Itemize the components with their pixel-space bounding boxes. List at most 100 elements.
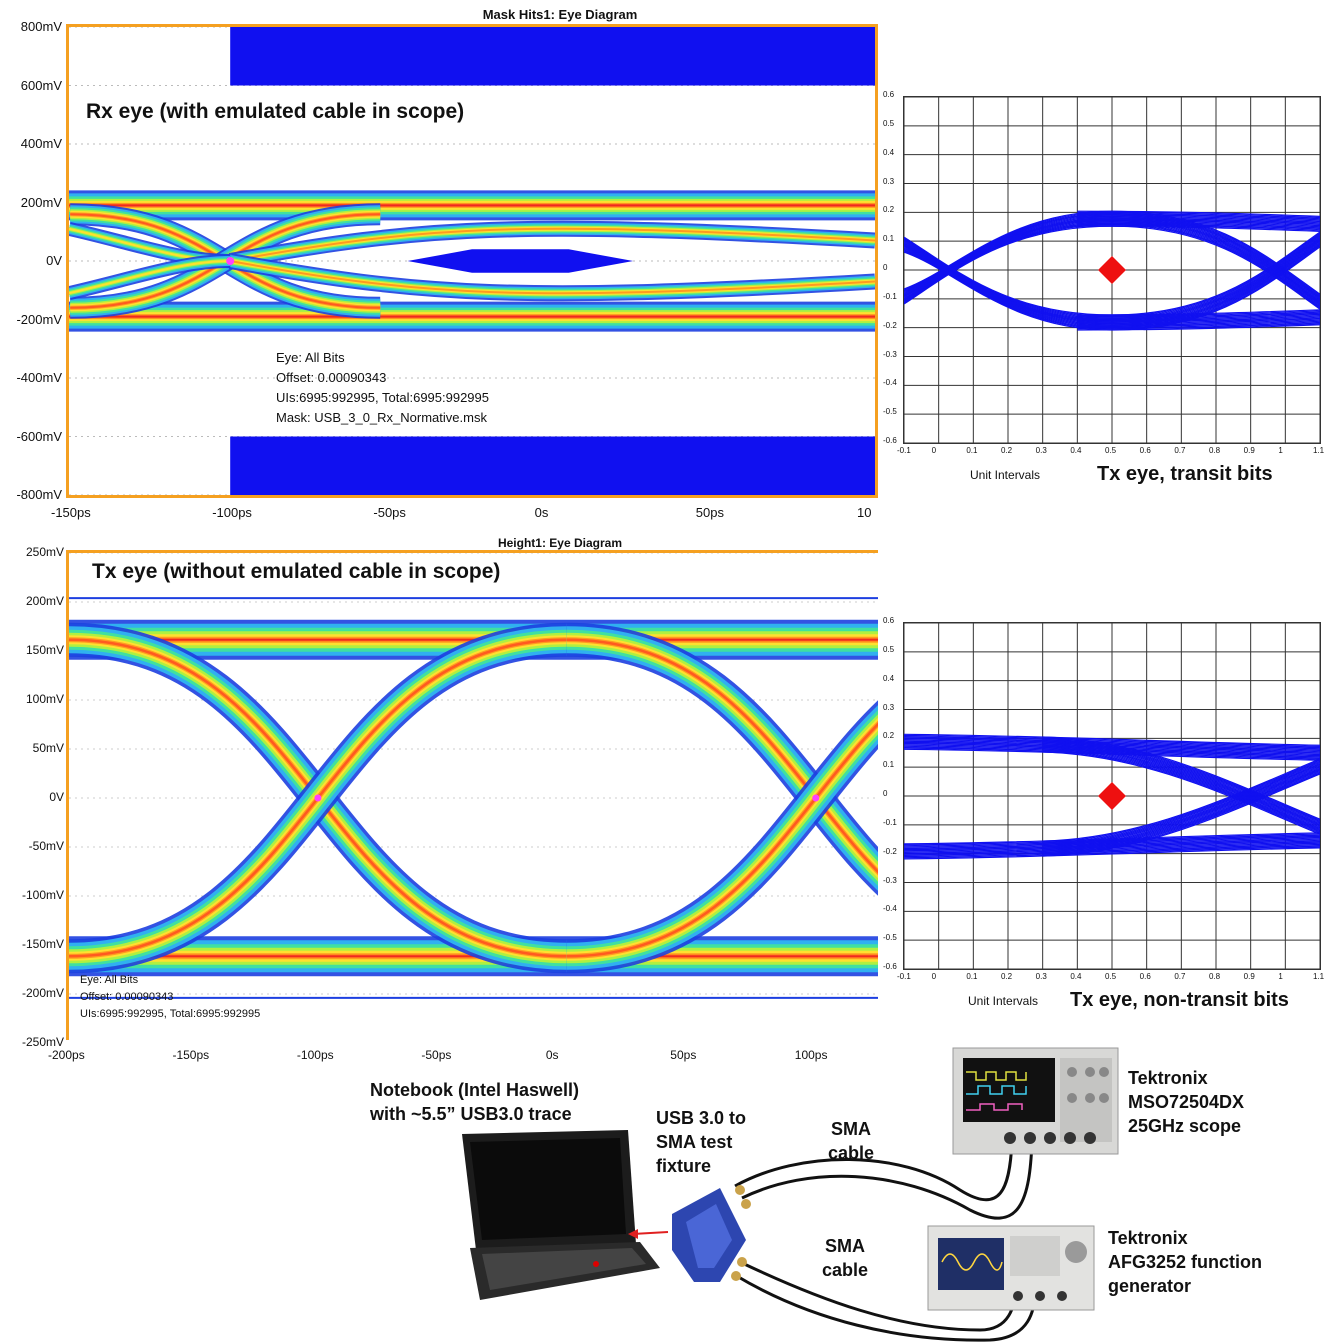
eye-trace [1077, 211, 1321, 219]
eye-trace [1077, 214, 1321, 221]
x-tick-label: -200ps [48, 1048, 85, 1062]
eye-trace [1042, 751, 1321, 835]
eye-trace [903, 841, 1321, 854]
fixture-label: USB 3.0 to SMA test fixture [656, 1108, 747, 1176]
y-tick-label: 0V [49, 790, 64, 804]
eye-trace [1042, 737, 1321, 821]
y-tick-label: -0.3 [883, 875, 897, 885]
y-tick-label: 800mV [20, 19, 62, 34]
eye-trace [903, 844, 1321, 858]
rx-eye-info: Eye: All Bits Offset: 0.00090343 UIs:699… [276, 348, 489, 428]
rx-eye-plot [66, 24, 878, 498]
x-tick-label: 0.7 [1174, 446, 1186, 455]
rx-eye-canvas [69, 27, 875, 495]
x-tick-label: 0.3 [1035, 972, 1047, 981]
y-tick-label: -800mV [16, 487, 62, 502]
eye-trace [903, 842, 1321, 855]
y-tick-label: 0.6 [883, 90, 895, 99]
y-tick-label: 0.2 [883, 731, 895, 741]
eye-trace [1077, 312, 1321, 320]
eye-trace [1077, 314, 1321, 322]
mask-region-bottom [230, 436, 875, 495]
eye-trace [1077, 309, 1321, 316]
x-tick-label: 0.2 [1001, 972, 1013, 981]
tx-eye-canvas [69, 553, 878, 999]
eye-trace [1042, 741, 1321, 825]
eye-trace [1042, 750, 1321, 834]
function-generator-image [927, 1225, 1095, 1311]
eye-trace [1077, 215, 1321, 222]
rx-eye-caption: Rx eye (with emulated cable in scope) [86, 100, 465, 123]
y-tick-label: 600mV [20, 77, 62, 93]
eye-trace [903, 846, 1321, 859]
eye-trace [903, 832, 1321, 845]
eye-trace [1077, 310, 1321, 317]
eye-trace [903, 847, 1321, 860]
y-tick-label: 200mV [20, 194, 62, 210]
tx-eye-plot [66, 550, 878, 1040]
y-tick-label: -150mV [21, 937, 64, 951]
y-tick-label: 0.4 [883, 147, 895, 157]
crossing-marker [226, 257, 235, 265]
transit-grid-canvas [903, 96, 1321, 444]
y-tick-label: -0.1 [883, 291, 897, 301]
x-tick-label: 1 [1278, 446, 1283, 455]
eye-trace [903, 738, 1321, 751]
eye-trace [1042, 759, 1321, 843]
mask-region-top [230, 27, 875, 86]
crossing-marker [314, 794, 322, 802]
x-tick-label: 0 [931, 972, 937, 981]
x-tick-label: 0.5 [1105, 972, 1117, 981]
y-tick-label: 150mV [25, 643, 64, 657]
x-tick-label: -100ps [212, 505, 252, 520]
rx-info-line: Eye: All Bits [276, 350, 345, 365]
eye-trace [1042, 744, 1321, 828]
eye-trace [1042, 739, 1321, 824]
y-tick-label: 0.6 [883, 616, 895, 625]
afg-label: Tektronix AFG3252 function generator [1108, 1228, 1263, 1296]
rx-plot-title: Mask Hits1: Eye Diagram [482, 7, 638, 22]
x-tick-label: 1.1 [1313, 972, 1325, 981]
eye-trace [1042, 738, 1321, 823]
y-tick-label: 50mV [32, 741, 64, 755]
x-tick-label: 1 [1278, 972, 1283, 981]
x-tick-label: -100ps [296, 1048, 334, 1062]
notebook-image [462, 1130, 660, 1300]
fixture-image [672, 1185, 751, 1282]
mask-region-center [407, 249, 634, 273]
eye-trace [1042, 743, 1321, 827]
nontransit-x-label: Unit Intervals [968, 994, 1039, 1008]
transit-x-label: Unit Intervals [970, 468, 1041, 482]
x-tick-label: 0.3 [1035, 446, 1047, 455]
eye-trace [1077, 318, 1321, 325]
eye-trace [903, 834, 1321, 847]
y-tick-label: -0.2 [883, 846, 897, 856]
eye-trace [1042, 749, 1321, 833]
y-tick-label: 200mV [25, 594, 64, 608]
x-tick-label: 0.6 [1139, 972, 1151, 981]
eye-trace [1042, 736, 1321, 820]
eye-trace [1042, 758, 1321, 842]
eye-trace [1077, 317, 1321, 324]
eye-trace [903, 736, 1321, 749]
y-tick-label: -0.5 [883, 933, 897, 943]
eye-trace [1077, 323, 1321, 330]
y-tick-label: -600mV [16, 428, 62, 444]
rx-info-line: UIs:6995:992995, Total:6995:992995 [276, 390, 489, 405]
eye-trace [1077, 217, 1321, 224]
eye-traces [903, 733, 1321, 860]
y-tick-label: 250mV [25, 545, 64, 559]
x-tick-label: 0.8 [1209, 972, 1221, 981]
tx-eye-caption: Tx eye (without emulated cable in scope) [92, 560, 501, 583]
tx-eye-info: Eye: All Bits Offset: 0.00090343 UIs:699… [80, 972, 260, 1023]
eye-transition [230, 260, 875, 295]
oscilloscope-image [952, 1047, 1119, 1155]
y-tick-label: 100mV [25, 692, 64, 706]
eye-traces [903, 210, 1321, 331]
y-tick-label: -400mV [16, 370, 62, 385]
y-tick-label: 400mV [20, 136, 62, 151]
x-tick-label: 0.1 [966, 972, 978, 981]
y-tick-label: -0.6 [883, 436, 897, 445]
eye-trace [1077, 319, 1321, 326]
x-tick-label: 0.5 [1105, 446, 1117, 455]
